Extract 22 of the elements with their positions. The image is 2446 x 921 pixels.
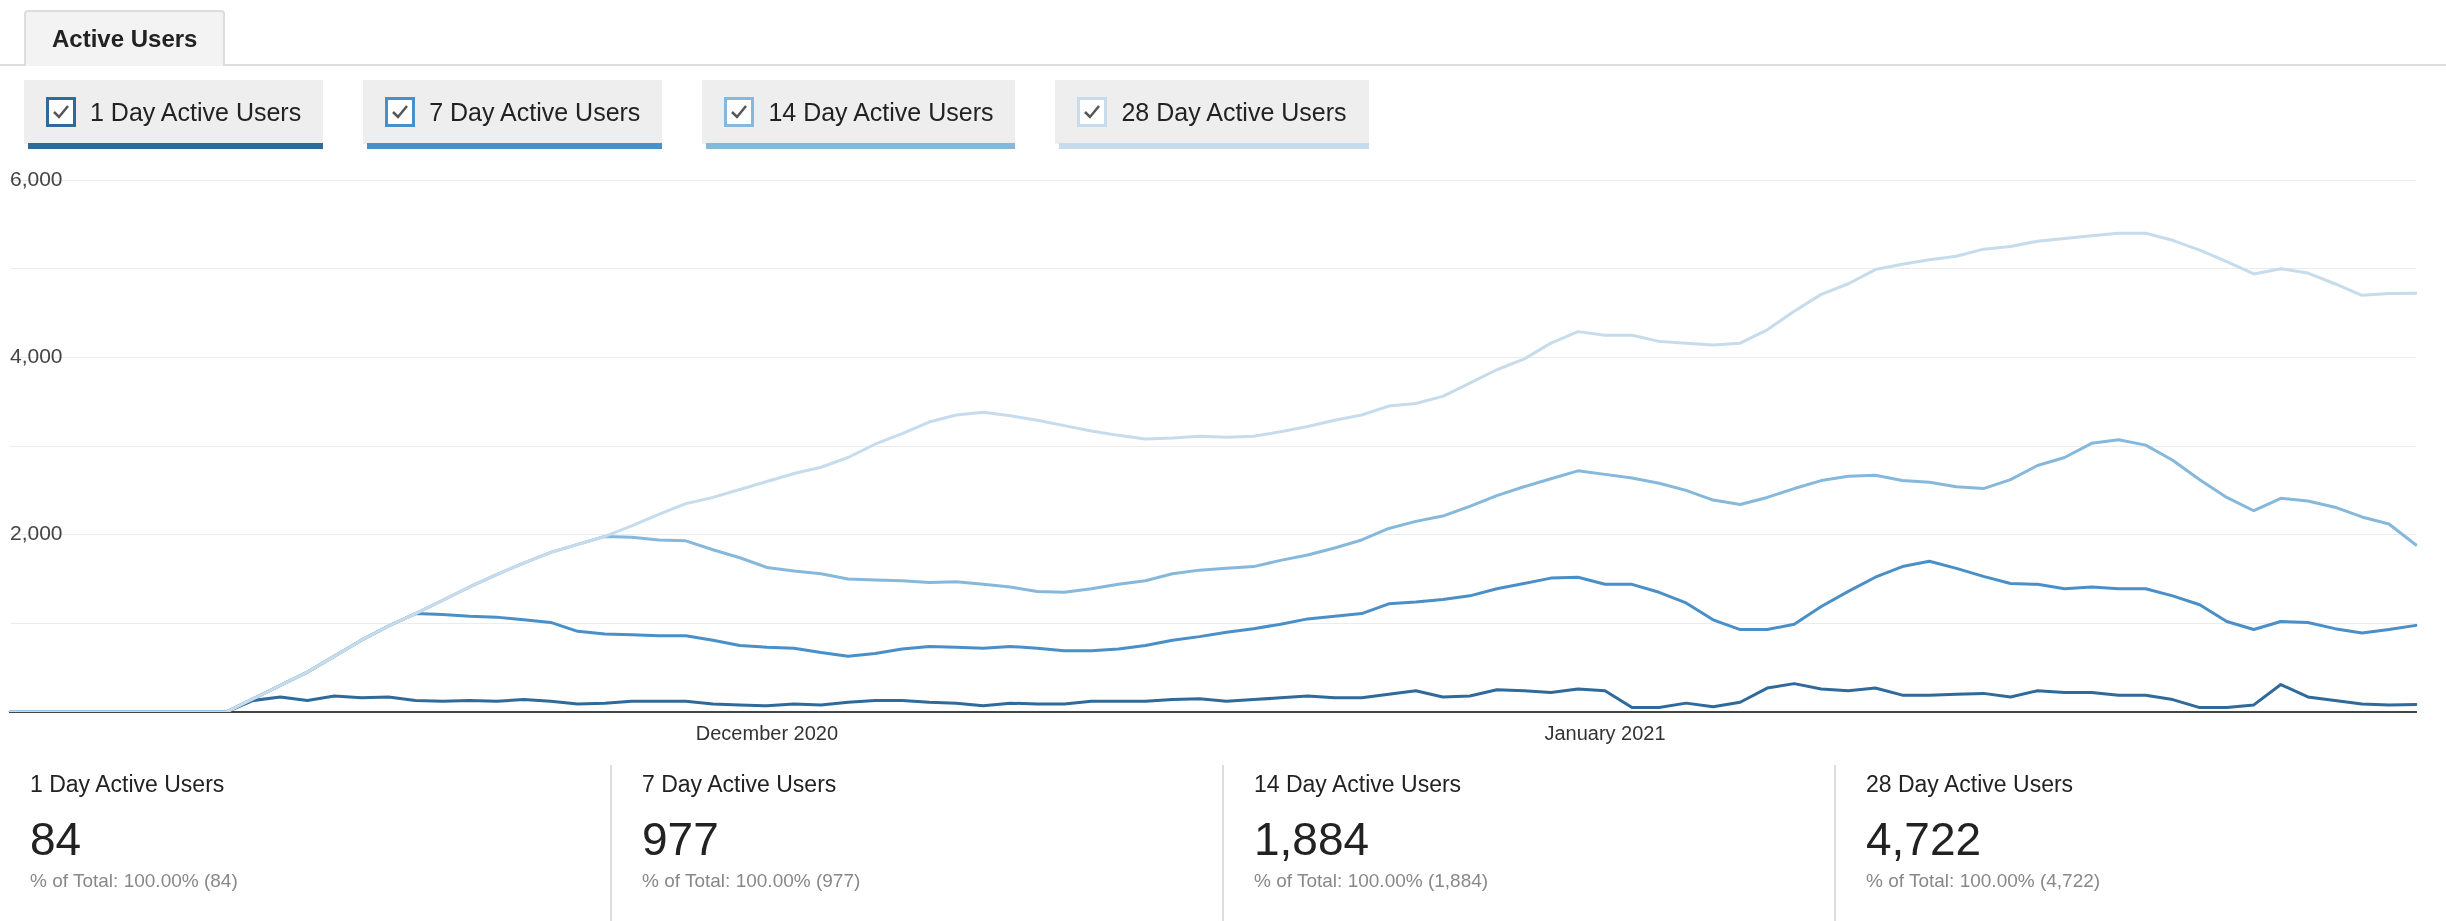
y-tick-label: 2,000 — [10, 521, 63, 545]
text: 7 Day Active Users — [642, 771, 838, 798]
y-tick-label: 4,000 — [10, 344, 63, 368]
legend-label: 1 Day Active Users — [90, 97, 302, 127]
text: 977 — [642, 812, 720, 866]
text: % of Total: 100.00% (977) — [642, 870, 862, 892]
legend-label: 28 Day Active Users — [1121, 97, 1347, 127]
x-tick-label: January 2021 — [1544, 721, 1666, 744]
y-tick-label: 6,000 — [10, 166, 63, 190]
text: 4,722 — [1866, 812, 1983, 866]
text: % of Total: 100.00% (1,884) — [1254, 870, 1490, 892]
chart-title: Active Users — [24, 10, 226, 66]
text: 1,884 — [1254, 812, 1371, 866]
text: 14 Day Active Users — [1254, 771, 1463, 798]
text: 84 — [30, 812, 83, 866]
text: 1 Day Active Users — [30, 771, 226, 798]
text: % of Total: 100.00% (84) — [30, 870, 239, 892]
x-tick-label: December 2020 — [695, 721, 839, 744]
text: % of Total: 100.00% (4,722) — [1866, 870, 2102, 892]
legend-label: 7 Day Active Users — [429, 97, 641, 127]
text: 28 Day Active Users — [1866, 771, 2075, 798]
legend-label: 14 Day Active Users — [768, 97, 994, 127]
